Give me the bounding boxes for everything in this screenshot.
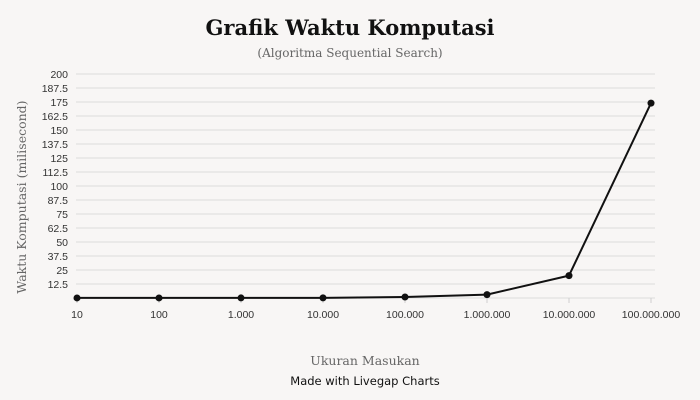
data-point[interactable]: [319, 294, 327, 302]
data-point[interactable]: [73, 294, 81, 302]
data-point[interactable]: [237, 294, 245, 302]
y-tick-label: 137.5: [42, 139, 68, 151]
data-point[interactable]: [647, 99, 655, 107]
series-layer: [73, 99, 655, 302]
y-tick-label: 50: [56, 237, 68, 249]
y-tick-label: 112.5: [43, 167, 69, 179]
y-tick-label: 162.5: [42, 111, 68, 123]
chart-subtitle: (Algoritma Sequential Search): [257, 46, 442, 60]
y-tick-label: 187.5: [42, 83, 68, 95]
data-point[interactable]: [565, 272, 573, 280]
y-axis-label: Waktu Komputasi (milisecond): [14, 100, 29, 293]
y-tick-label: 62.5: [48, 223, 69, 235]
grid-lines: [76, 73, 655, 299]
y-tick-label: 100: [50, 181, 68, 193]
y-axis-ticks: 12.5 25 37.5 50 62.5 75 87.5 100 112.5 125 137.5 15…: [42, 69, 68, 291]
y-tick-label: 175: [50, 97, 68, 109]
x-tick-label: 100: [150, 309, 168, 321]
x-tick-label: 100.000: [386, 309, 424, 321]
data-point[interactable]: [155, 294, 163, 302]
y-tick-label: 37.5: [48, 251, 69, 263]
x-tick-label: 1.000: [228, 309, 254, 321]
y-tick-label: 125: [50, 153, 68, 165]
x-tick-label: 10: [71, 309, 83, 321]
y-tick-label: 200: [50, 69, 68, 81]
y-tick-label: 25: [56, 265, 68, 277]
y-tick-label: 150: [50, 125, 68, 137]
y-tick-label: 87.5: [48, 195, 69, 207]
y-tick-label: 75: [56, 209, 68, 221]
x-tick-label: 10.000.000: [543, 309, 596, 321]
x-axis-ticks: 10 100 1.000 10.000 100.000 1.000.000 10.000.0…: [71, 298, 680, 321]
x-axis-label: Ukuran Masukan: [310, 353, 419, 368]
data-point[interactable]: [401, 293, 409, 301]
y-tick-label: 12.5: [48, 279, 69, 291]
x-tick-label: 1.000.000: [464, 309, 511, 321]
footer-credit: Made with Livegap Charts: [290, 374, 439, 388]
chart-title: Grafik Waktu Komputasi: [205, 15, 494, 40]
data-point[interactable]: [483, 291, 491, 299]
x-tick-label: 100.000.000: [622, 309, 681, 321]
series-line: [77, 102, 652, 299]
x-tick-label: 10.000: [307, 309, 339, 321]
